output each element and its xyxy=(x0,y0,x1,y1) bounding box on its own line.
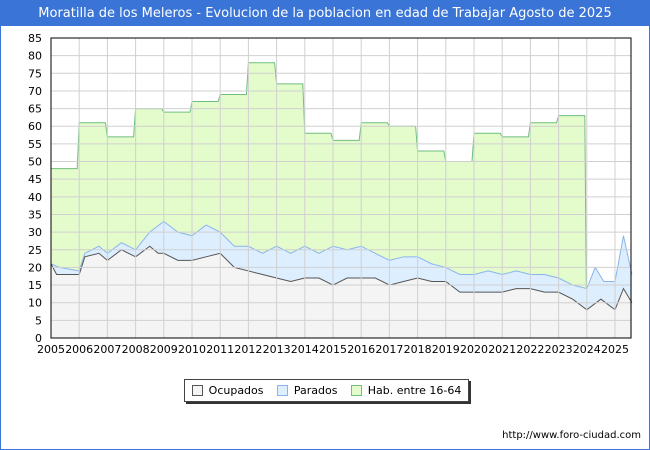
y-tick-label: 5 xyxy=(35,314,42,327)
y-tick-label: 60 xyxy=(28,120,42,133)
x-tick-label: 2024 xyxy=(573,343,601,356)
legend-label: Ocupados xyxy=(208,384,264,397)
x-tick-label: 2022 xyxy=(516,343,544,356)
x-tick-label: 2016 xyxy=(347,343,375,356)
legend: Ocupados Parados Hab. entre 16-64 xyxy=(184,379,469,402)
x-tick-label: 2007 xyxy=(93,343,121,356)
y-tick-label: 85 xyxy=(28,32,42,45)
legend-hab: Hab. entre 16-64 xyxy=(350,384,462,397)
plot-border xyxy=(50,37,632,339)
x-tick-label: 2009 xyxy=(150,343,178,356)
series-ocupados-area xyxy=(51,246,632,338)
x-tick-label: 2025 xyxy=(601,343,629,356)
y-tick-label: 30 xyxy=(28,226,42,239)
x-tick-label: 2013 xyxy=(263,343,291,356)
x-tick-label: 2018 xyxy=(404,343,432,356)
x-tick-label: 2005 xyxy=(37,343,65,356)
x-tick-label: 2015 xyxy=(319,343,347,356)
x-tick-label: 2019 xyxy=(432,343,460,356)
legend-swatch-parados xyxy=(276,385,288,396)
x-tick-label: 2012 xyxy=(234,343,262,356)
x-tick-label: 2020 xyxy=(460,343,488,356)
x-tick-label: 2023 xyxy=(545,343,573,356)
series-ocupados-line xyxy=(50,245,633,311)
y-tick-label: 40 xyxy=(28,191,42,204)
y-tick-label: 20 xyxy=(28,261,42,274)
y-tick-label: 0 xyxy=(35,332,42,345)
chart-title: Moratilla de los Meleros - Evolucion de … xyxy=(1,1,649,26)
y-tick-label: 15 xyxy=(28,279,42,292)
x-tick-label: 2010 xyxy=(178,343,206,356)
legend-parados: Parados xyxy=(276,384,338,397)
y-tick-label: 35 xyxy=(28,208,42,221)
x-tick-label: 2011 xyxy=(206,343,234,356)
y-tick-label: 80 xyxy=(28,50,42,63)
legend-ocupados: Ocupados xyxy=(191,384,264,397)
legend-label: Parados xyxy=(293,384,338,397)
y-tick-label: 75 xyxy=(28,67,42,80)
x-tick-label: 2006 xyxy=(65,343,93,356)
x-tick-label: 2014 xyxy=(291,343,319,356)
x-tick-label: 2017 xyxy=(375,343,403,356)
y-tick-label: 55 xyxy=(28,138,42,151)
x-tick-label: 2021 xyxy=(488,343,516,356)
y-tick-label: 25 xyxy=(28,244,42,257)
y-tick-label: 70 xyxy=(28,85,42,98)
y-tick-label: 65 xyxy=(28,103,42,116)
y-tick-label: 50 xyxy=(28,156,42,169)
legend-swatch-ocupados xyxy=(191,385,203,396)
legend-swatch-hab xyxy=(350,385,362,396)
legend-label: Hab. entre 16-64 xyxy=(367,384,462,397)
x-tick-label: 2008 xyxy=(122,343,150,356)
y-tick-label: 45 xyxy=(28,173,42,186)
y-tick-label: 10 xyxy=(28,297,42,310)
footer-url[interactable]: http://www.foro-ciudad.com xyxy=(502,430,641,441)
